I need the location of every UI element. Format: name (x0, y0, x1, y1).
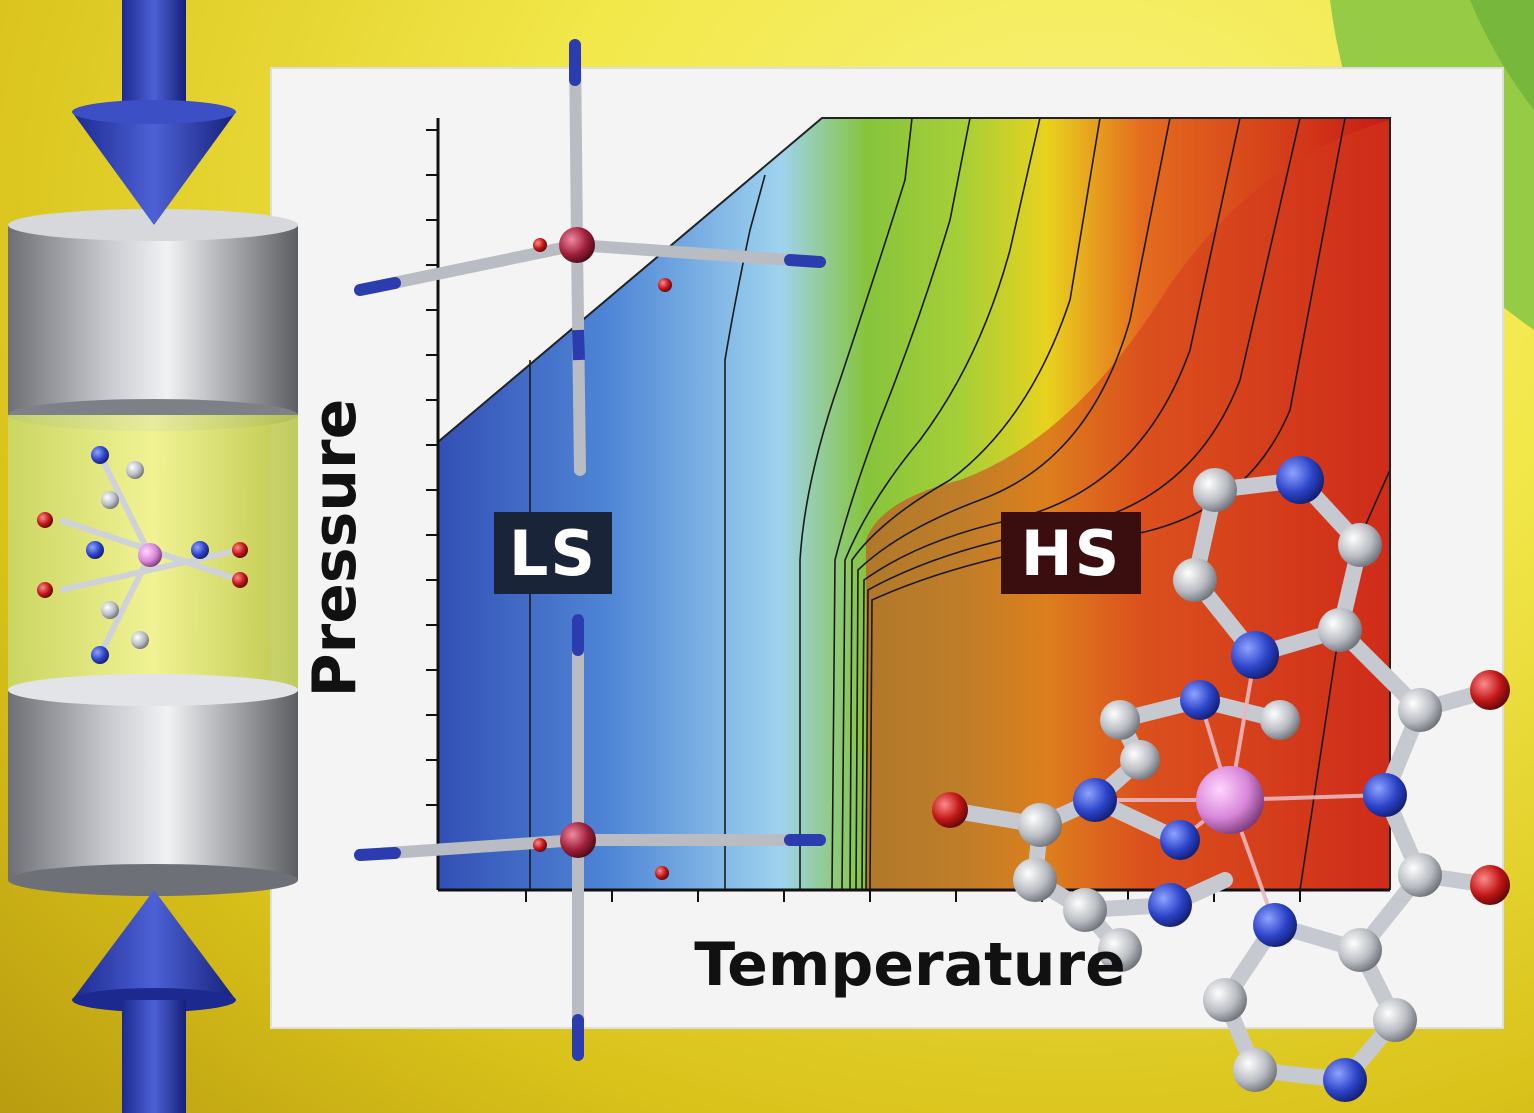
x-axis-label: Temperature (694, 930, 1126, 1000)
molecule-icon (932, 456, 1510, 1102)
molecule-icon (37, 446, 248, 664)
ls-region-label: LS (494, 512, 612, 594)
pressure-cell-icon (8, 0, 298, 1113)
molecule-icon (354, 39, 826, 476)
y-axis-label: Pressure (300, 398, 370, 698)
molecule-icon (354, 614, 826, 1061)
compression-arrow-icon (72, 0, 236, 225)
compression-arrow-icon (72, 890, 236, 1113)
phase-diagram (426, 117, 1391, 902)
hs-region-label: HS (1001, 512, 1141, 594)
